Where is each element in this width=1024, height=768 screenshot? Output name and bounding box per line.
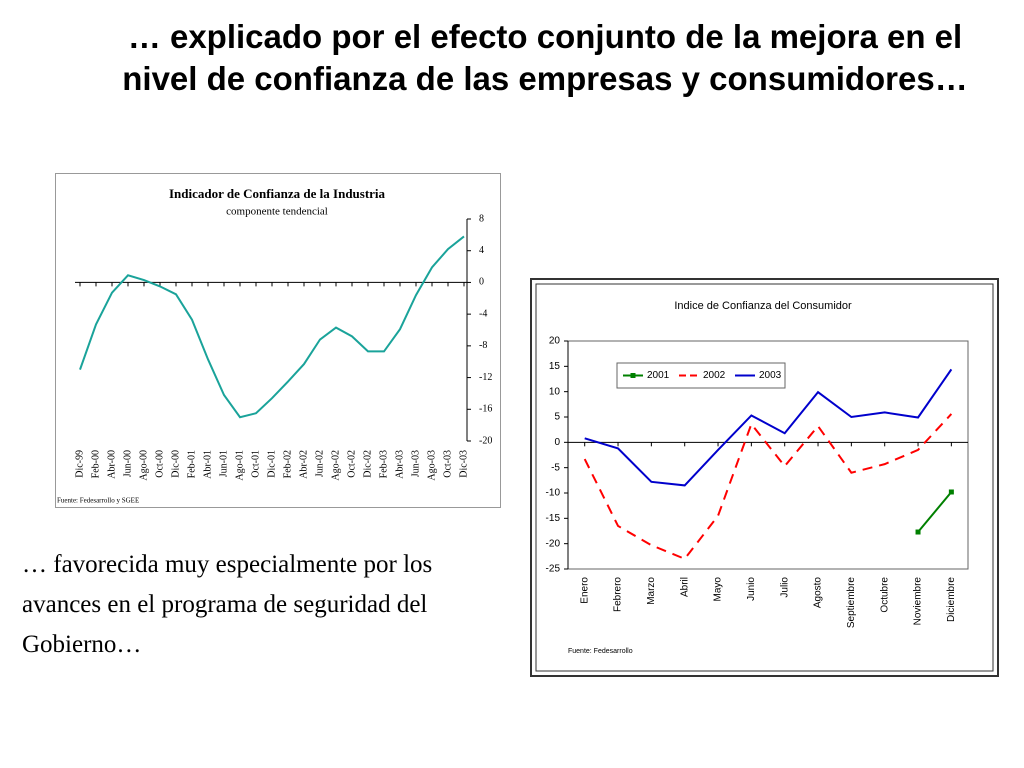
chart-frame: [535, 283, 994, 672]
y-tick-label: 4: [479, 245, 484, 256]
x-tick-label: Oct-02: [346, 450, 357, 478]
x-tick-label: Octubre: [879, 577, 890, 613]
y-tick-label: -20: [546, 538, 561, 549]
y-tick-label: 15: [549, 361, 561, 372]
x-tick-label: Jun-00: [122, 450, 133, 477]
y-tick-label: -4: [479, 308, 487, 319]
chart-title: Indice de Confianza del Consumidor: [674, 300, 852, 312]
y-tick-label: -8: [479, 340, 487, 351]
source-note: Fuente: Fedesarrollo y SGEE: [57, 497, 139, 505]
x-tick-label: Dic-00: [170, 450, 181, 478]
x-tick-label: Enero: [579, 577, 590, 604]
x-tick-label: Feb-00: [90, 450, 101, 478]
x-tick-label: Feb-03: [378, 450, 389, 478]
data-line: [584, 368, 953, 487]
x-tick-label: Abr-01: [202, 450, 213, 479]
slide-title: … explicado por el efecto conjunto de la…: [122, 18, 968, 97]
legend-label: 2003: [759, 370, 782, 381]
data-line: [583, 413, 953, 561]
x-tick-label: Ago-00: [138, 450, 149, 481]
x-tick-label: Julio: [779, 577, 790, 598]
data-line: [79, 235, 465, 419]
x-tick-label: Junio: [746, 577, 757, 601]
x-tick-label: Marzo: [646, 577, 657, 605]
x-tick-label: Feb-01: [186, 450, 197, 478]
data-marker: [948, 489, 954, 495]
body-text: … favorecida muy especialmente por los a…: [22, 551, 433, 658]
x-tick-label: Ago-01: [234, 450, 245, 481]
legend-label: 2001: [647, 370, 670, 381]
legend-marker: [630, 373, 636, 378]
data-marker: [915, 529, 921, 535]
x-tick-label: Abr-00: [106, 450, 117, 479]
legend-label: 2002: [703, 370, 726, 381]
y-tick-label: -5: [551, 462, 560, 473]
x-tick-label: Jun-02: [314, 450, 325, 477]
x-tick-label: Agosto: [813, 577, 824, 609]
x-tick-label: Jun-03: [410, 450, 421, 477]
x-tick-label: Dic-03: [458, 450, 469, 478]
x-tick-label: Febrero: [613, 577, 624, 612]
y-tick-label: 5: [554, 412, 560, 423]
y-tick-label: -25: [546, 564, 561, 575]
y-tick-label: -16: [479, 404, 492, 415]
x-tick-label: Ago-03: [426, 450, 437, 481]
data-line: [917, 491, 953, 533]
chart-subtitle: componente tendencial: [226, 206, 328, 218]
y-tick-label: -10: [546, 488, 561, 499]
x-tick-label: Oct-03: [442, 450, 453, 478]
x-tick-label: Diciembre: [946, 577, 957, 622]
x-tick-label: Oct-00: [154, 450, 165, 478]
x-tick-label: Jun-01: [218, 450, 229, 477]
x-tick-label: Abr-02: [298, 450, 309, 479]
x-tick-label: Abr-03: [394, 450, 405, 479]
y-tick-label: 10: [549, 386, 561, 397]
x-tick-label: Dic-99: [74, 450, 85, 478]
x-tick-label: Mayo: [713, 577, 724, 602]
x-tick-label: Dic-01: [266, 450, 277, 478]
x-tick-label: Oct-01: [250, 450, 261, 478]
y-tick-label: 0: [554, 437, 560, 448]
legend-box: [616, 362, 786, 389]
y-tick-label: 0: [479, 277, 484, 288]
chart-title: Indicador de Confianza de la Industria: [169, 186, 386, 201]
source-note: Fuente: Fedesarrollo: [568, 648, 633, 655]
y-tick-label: 20: [549, 336, 561, 347]
y-tick-label: -12: [479, 372, 492, 383]
x-tick-label: Feb-02: [282, 450, 293, 478]
y-tick-label: 8: [479, 213, 484, 224]
x-tick-label: Abril: [679, 577, 690, 597]
chart-frame: [55, 173, 501, 508]
x-tick-label: Dic-02: [362, 450, 373, 478]
y-tick-label: -20: [479, 435, 492, 446]
x-tick-label: Septiembre: [846, 577, 857, 629]
x-tick-label: Noviembre: [913, 577, 924, 626]
y-tick-label: -15: [546, 513, 561, 524]
x-tick-label: Ago-02: [330, 450, 341, 481]
